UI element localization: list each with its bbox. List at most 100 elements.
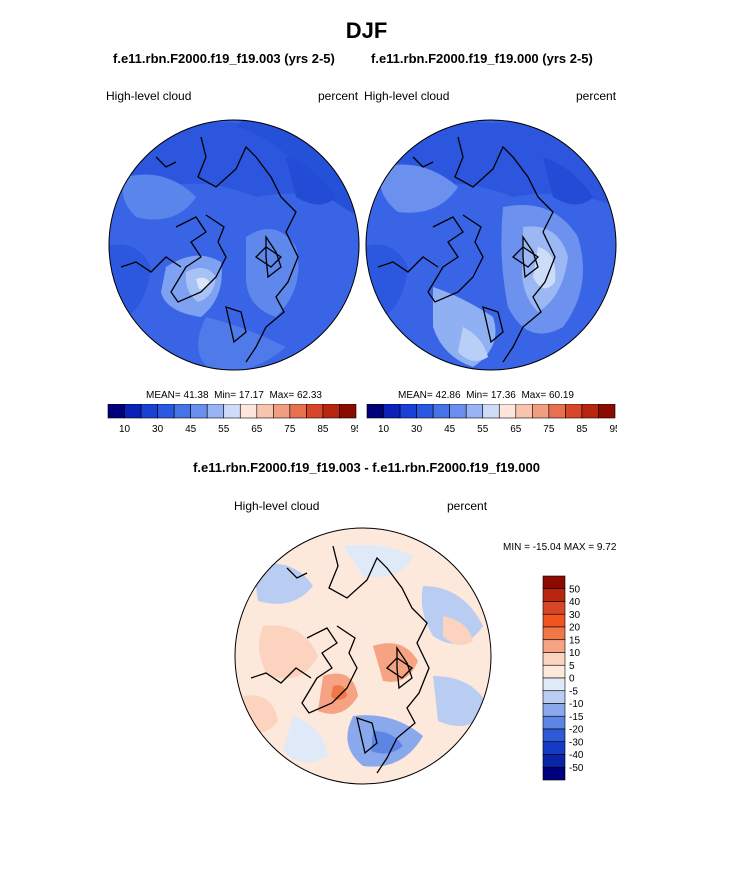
right-colorbar-box — [532, 404, 550, 419]
left-min-label: Min= — [214, 390, 237, 401]
difference-colorbar-tick-label: 5 — [569, 661, 575, 672]
right-colorbar-box — [482, 404, 500, 419]
left-colorbar-box — [306, 404, 324, 419]
left-mean-label: MEAN= — [146, 390, 181, 401]
figure-title: DJF — [345, 18, 388, 43]
difference-colorbar-box — [542, 677, 566, 692]
left-colorbar-tick-label: 85 — [317, 424, 329, 435]
left-colorbar-tick-label: 55 — [218, 424, 230, 435]
left-colorbar-box — [339, 404, 357, 419]
right-mean-label: MEAN= — [398, 390, 433, 401]
right-colorbar-tick-label: 75 — [543, 424, 555, 435]
difference-colorbar-box — [542, 728, 566, 743]
difference-colorbar-tick-label: 15 — [569, 635, 581, 646]
right-max-label: Max= — [521, 390, 547, 401]
left-colorbar-tick-label: 30 — [152, 424, 164, 435]
right-colorbar-box — [366, 404, 384, 419]
right-colorbar-box — [565, 404, 583, 419]
left-colorbar-tick-label: 45 — [185, 424, 197, 435]
right-min-label: Min= — [466, 390, 489, 401]
difference-colorbar-box — [542, 626, 566, 641]
difference-colorbar-box — [542, 690, 566, 704]
difference-colorbar-tick-label: -15 — [569, 712, 584, 723]
left-colorbar-box — [190, 404, 208, 419]
left-max-value: 62.33 — [296, 390, 322, 401]
difference-colorbar-tick-label: -50 — [569, 763, 584, 774]
left-colorbar-box — [273, 404, 291, 419]
difference-colorbar-tick-label: -40 — [569, 750, 584, 761]
difference-colorbar-box — [542, 601, 566, 615]
difference-colorbar-tick-label: -5 — [569, 686, 578, 697]
diff-minmax: MIN = -15.04 MAX = 9.72 — [503, 542, 617, 553]
left-case-title: f.e11.rbn.F2000.f19_f19.003 (yrs 2-5) — [113, 51, 335, 66]
left-colorbar-box — [107, 404, 125, 419]
right-colorbar-tick-label: 65 — [510, 424, 522, 435]
difference-colorbar-box — [542, 703, 566, 717]
difference-colorbar-box — [542, 652, 566, 666]
left-colorbar-tick-label: 65 — [251, 424, 263, 435]
left-units-label: percent — [318, 89, 359, 103]
left-mean-value: 41.38 — [183, 390, 209, 401]
left-colorbar-tick-label: 10 — [119, 424, 131, 435]
left-colorbar-box — [322, 404, 340, 419]
left-colorbar-box — [206, 404, 225, 419]
difference-colorbar-tick-label: -10 — [569, 699, 584, 710]
difference-colorbar-box — [542, 664, 566, 679]
left-polar-map — [108, 119, 360, 371]
right-colorbar-box — [465, 404, 484, 419]
difference-colorbar-box — [542, 575, 566, 590]
left-stats: MEAN= 41.38 Min= 17.17 Max= 62.33 — [146, 390, 322, 401]
left-colorbar-box — [256, 404, 274, 419]
left-min-value: 17.17 — [238, 390, 264, 401]
right-polar-map — [365, 119, 617, 371]
left-max-label: Max= — [269, 390, 295, 401]
right-variable-label: High-level cloud — [364, 89, 450, 103]
left-colorbar-box — [239, 404, 258, 419]
right-colorbar: 10 30 45 55 65 75 85 95 — [366, 404, 617, 435]
left-colorbar-box — [157, 404, 175, 419]
right-colorbar-box — [399, 404, 417, 419]
right-mean-value: 42.86 — [435, 390, 461, 401]
difference-colorbar-box — [542, 741, 566, 755]
right-colorbar-box — [515, 404, 533, 419]
difference-colorbar-tick-label: 40 — [569, 597, 581, 608]
right-units-label: percent — [576, 89, 617, 103]
diff-units-label: percent — [447, 499, 488, 513]
difference-polar-map — [234, 527, 492, 785]
right-colorbar-tick-label: 95 — [609, 424, 617, 435]
difference-colorbar-tick-label: 50 — [569, 584, 581, 595]
right-colorbar-box — [383, 404, 401, 419]
difference-colorbar-tick-label: 20 — [569, 623, 581, 634]
right-colorbar-tick-label: 45 — [444, 424, 456, 435]
right-colorbar-tick-label: 55 — [477, 424, 489, 435]
right-colorbar-tick-label: 30 — [411, 424, 423, 435]
left-colorbar-box — [140, 404, 158, 419]
left-variable-label: High-level cloud — [106, 89, 192, 103]
difference-colorbar-tick-label: -30 — [569, 737, 584, 748]
difference-colorbar-box — [542, 613, 566, 628]
right-min-value: 17.36 — [490, 390, 516, 401]
difference-colorbar-box — [542, 715, 566, 730]
left-colorbar-box — [289, 404, 307, 419]
difference-colorbar-box — [542, 766, 566, 781]
right-colorbar-tick-label: 85 — [576, 424, 588, 435]
left-colorbar-tick-label: 95 — [350, 424, 358, 435]
right-colorbar-box — [449, 404, 467, 419]
right-colorbar-tick-label: 10 — [378, 424, 390, 435]
left-colorbar-tick-label: 75 — [284, 424, 296, 435]
right-stats: MEAN= 42.86 Min= 17.36 Max= 60.19 — [398, 390, 574, 401]
right-colorbar-box — [416, 404, 434, 419]
right-colorbar-box — [432, 404, 450, 419]
difference-colorbar-box — [542, 754, 566, 768]
diff-variable-label: High-level cloud — [234, 499, 320, 513]
left-colorbar-box — [124, 404, 142, 419]
difference-colorbar-box — [542, 639, 566, 653]
right-colorbar-box — [581, 404, 599, 419]
difference-colorbar-tick-label: 0 — [569, 674, 575, 685]
difference-colorbar-tick-label: -20 — [569, 725, 584, 736]
right-colorbar-box — [498, 404, 517, 419]
left-colorbar-box — [173, 404, 191, 419]
left-colorbar-box — [223, 404, 241, 419]
difference-colorbar-tick-label: 10 — [569, 648, 581, 659]
